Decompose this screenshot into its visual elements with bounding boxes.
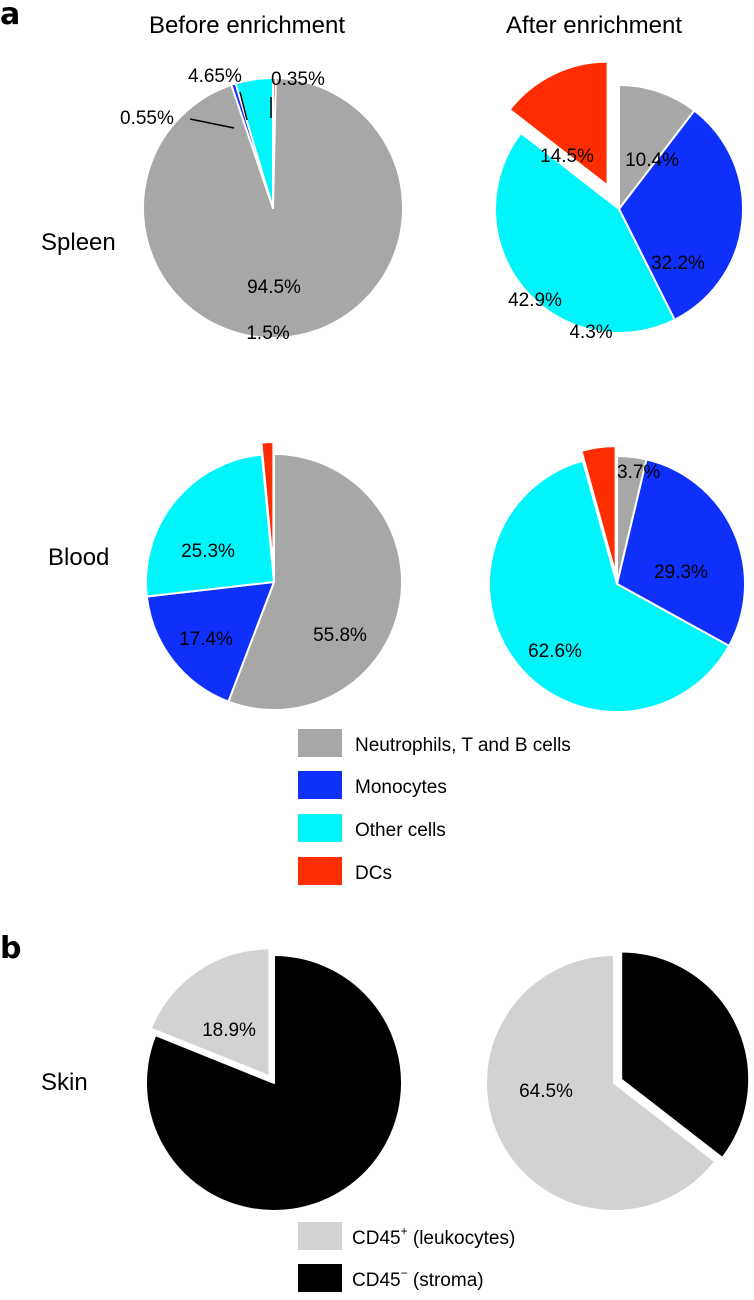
panel-a-label: a (0, 0, 20, 32)
slice-label-dcs: 4.3% (569, 322, 612, 343)
slice-label-other: 25.3% (181, 541, 235, 562)
pie-skin-after: 64.5% (485, 950, 751, 1212)
pie-blood-after: 3.7% 29.3% 62.6% 4.3% (488, 322, 746, 713)
slice-label-cd45-plus: 64.5% (519, 1081, 573, 1102)
pie-slice-cd45-minus (620, 950, 751, 1159)
slice-label-monocytes: 0.55% (120, 108, 174, 129)
legend-b: CD45+ (leukocytes) CD45− (stroma) (298, 1222, 515, 1292)
slice-label-monocytes: 29.3% (654, 562, 708, 583)
slice-label-monocytes: 17.4% (179, 629, 233, 650)
slice-label-neutrophils: 3.7% (617, 462, 660, 483)
pie-spleen-before: 0.35% 94.5% 0.55% 4.65% (120, 66, 404, 339)
pie-slice-dcs (260, 441, 275, 572)
row-label-skin: Skin (41, 1069, 88, 1096)
pie-slice-cd45-plus (485, 954, 717, 1212)
slice-label-neutrophils: 94.5% (247, 277, 301, 298)
legend-swatch-cd45-minus (298, 1264, 342, 1292)
pie-slice-other (494, 132, 676, 334)
leader-line-monocytes (189, 118, 235, 129)
pie-slice-dcs (580, 445, 617, 576)
legend-label-other-cells: Other cells (355, 820, 446, 841)
pie-slice-other (488, 459, 731, 713)
pie-slice-cd45-plus (149, 947, 271, 1078)
legend-swatch-cd45-plus (298, 1222, 342, 1250)
pie-slice-cd45-minus (145, 954, 403, 1212)
legend-label-dcs: DCs (355, 863, 392, 884)
slice-label-other: 42.9% (508, 290, 562, 311)
legend-label-monocytes: Monocytes (355, 777, 447, 798)
slice-label-other: 62.6% (528, 641, 582, 662)
pie-slice-monocytes (145, 581, 275, 703)
row-label-blood: Blood (48, 544, 109, 571)
slice-label-cd45-plus: 18.9% (202, 1020, 256, 1041)
slice-label-neutrophils: 55.8% (313, 625, 367, 646)
slice-label-neutrophils: 10.4% (625, 150, 679, 171)
pie-slice-dcs (508, 60, 609, 187)
pie-slice-neutrophils (618, 84, 696, 210)
pie-slice-monocytes (618, 109, 744, 321)
legend-label-cd45-minus: CD45− (stroma) (352, 1266, 484, 1291)
legend-swatch-monocytes (298, 771, 342, 799)
leader-line-other-cells (239, 91, 248, 121)
pie-slice-monocytes (616, 458, 746, 647)
slice-label-dcs: 0.35% (271, 69, 325, 90)
pie-spleen-after: 10.4% 32.2% 42.9% 14.5% (494, 60, 744, 334)
pie-slice-neutrophils (227, 453, 403, 711)
legend-a: Neutrophils, T and B cells Monocytes Oth… (298, 729, 571, 885)
row-label-spleen: Spleen (41, 229, 116, 256)
slice-label-dcs: 1.5% (246, 323, 289, 344)
panel-b-label: b (0, 931, 21, 966)
legend-label-neutrophils: Neutrophils, T and B cells (355, 735, 571, 756)
pie-slice-other (145, 453, 275, 598)
legend-swatch-dcs (298, 857, 342, 885)
legend-label-cd45-plus: CD45+ (leukocytes) (352, 1224, 515, 1249)
slice-label-monocytes: 32.2% (651, 253, 705, 274)
legend-swatch-neutrophils (298, 729, 342, 757)
legend-swatch-other-cells (298, 814, 342, 842)
slice-label-other: 4.65% (188, 66, 242, 87)
pie-blood-before: 55.8% 17.4% 25.3% 1.5% (145, 323, 403, 711)
pie-skin-before: 18.9% (145, 947, 403, 1212)
column-title-after: After enrichment (506, 12, 682, 39)
column-title-before: Before enrichment (149, 12, 345, 39)
slice-label-dcs: 14.5% (540, 146, 594, 167)
